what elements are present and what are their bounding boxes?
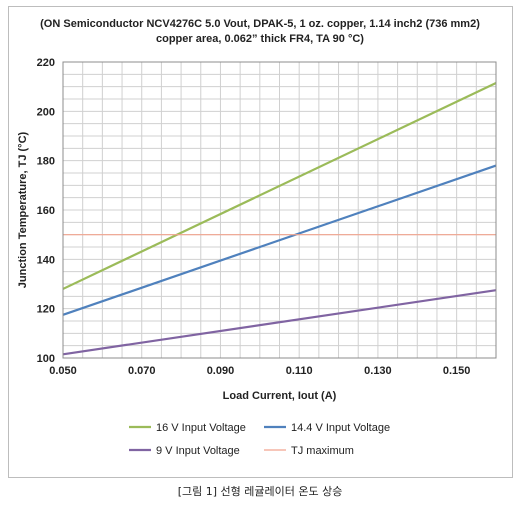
figure-caption: [그림 1] 선형 레귤레이터 온도 상승 bbox=[177, 485, 343, 498]
y-tick-label: 140 bbox=[37, 254, 55, 266]
legend-label: 14.4 V Input Voltage bbox=[291, 422, 390, 434]
chart-title-line-2: copper area, 0.062” thick FR4, TA 90 °C) bbox=[156, 33, 364, 45]
y-tick-label: 180 bbox=[37, 156, 55, 168]
axes bbox=[62, 61, 497, 359]
chart-frame bbox=[8, 6, 513, 478]
y-tick-label: 160 bbox=[37, 205, 55, 217]
grid bbox=[62, 61, 497, 359]
x-tick-label: 0.130 bbox=[364, 365, 392, 377]
x-tick-label: 0.090 bbox=[207, 365, 235, 377]
legend-label: 9 V Input Voltage bbox=[156, 445, 240, 457]
x-tick-label: 0.110 bbox=[286, 365, 313, 377]
y-tick-label: 200 bbox=[37, 106, 55, 118]
y-tick-label: 100 bbox=[37, 353, 55, 365]
x-tick-label: 0.070 bbox=[128, 365, 156, 377]
y-tick-label: 120 bbox=[37, 304, 55, 316]
plot-series bbox=[62, 81, 497, 356]
series-line bbox=[62, 81, 497, 290]
tick-labels: 0.050 0.070 0.090 0.110 0.130 0.150 100 120 140 1… bbox=[37, 57, 471, 377]
x-axis-label: Load Current, Iout (A) bbox=[223, 390, 337, 402]
x-tick-label: 0.150 bbox=[443, 365, 471, 377]
series-line bbox=[62, 164, 497, 316]
plot-area-border bbox=[62, 61, 497, 359]
y-axis-label: Junction Temperature, TJ (°C) bbox=[17, 131, 29, 288]
legend-label: TJ maximum bbox=[291, 445, 354, 457]
legend: 16 V Input Voltage 14.4 V Input Voltage 9 … bbox=[129, 422, 390, 457]
y-tick-label: 220 bbox=[37, 57, 55, 69]
x-tick-label: 0.050 bbox=[49, 365, 77, 377]
series-line bbox=[62, 289, 497, 356]
legend-label: 16 V Input Voltage bbox=[156, 422, 246, 434]
chart-title-line-1: (ON Semiconductor NCV4276C 5.0 Vout, DPA… bbox=[40, 18, 480, 30]
